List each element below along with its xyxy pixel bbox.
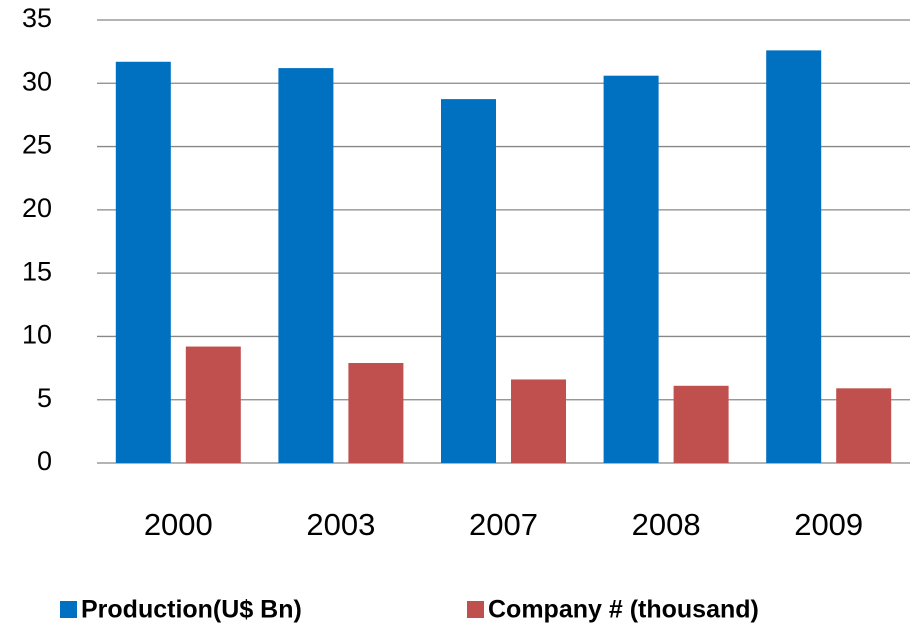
legend-label: Company # (thousand): [488, 596, 759, 624]
x-tick-label: 2009: [794, 507, 863, 542]
y-tick-label: 35: [22, 3, 52, 33]
bar: [185, 346, 241, 463]
bar: [673, 385, 729, 463]
legend-swatch: [467, 601, 484, 618]
y-tick-label: 20: [22, 193, 52, 223]
bar: [115, 61, 171, 464]
y-tick-label: 25: [22, 130, 52, 160]
x-tick-label: 2007: [469, 507, 538, 542]
legend-label: Production(U$ Bn): [81, 596, 302, 624]
y-tick-label: 30: [22, 66, 52, 96]
x-tick-label: 2008: [632, 507, 701, 542]
y-tick-label: 0: [37, 446, 52, 476]
x-tick-label: 2000: [144, 507, 213, 542]
bar: [278, 68, 334, 464]
x-tick-label: 2003: [306, 507, 375, 542]
y-tick-label: 5: [37, 383, 52, 413]
legend-swatch: [60, 601, 77, 618]
y-tick-label: 15: [22, 256, 52, 286]
bar: [348, 363, 404, 463]
bar: [511, 379, 566, 463]
bar: [766, 50, 822, 464]
bar: [836, 388, 892, 463]
bar: [603, 75, 659, 463]
y-tick-label: 10: [22, 320, 52, 350]
bar: [441, 99, 496, 463]
